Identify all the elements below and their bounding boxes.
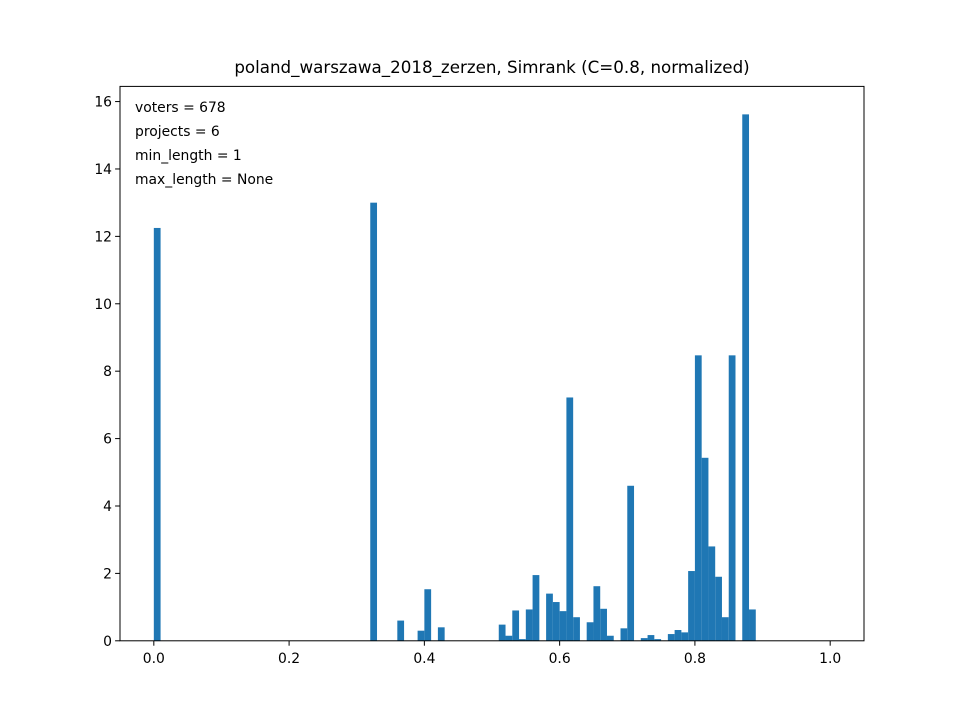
- histogram-bar: [519, 639, 526, 641]
- histogram-bar: [600, 608, 607, 641]
- histogram-bar: [370, 202, 378, 641]
- plot-frame: [119, 85, 865, 642]
- histogram-bar: [498, 624, 506, 641]
- stats-annotation-line: voters = 678: [135, 100, 226, 116]
- histogram-bar: [694, 355, 702, 641]
- histogram-bar: [573, 617, 580, 641]
- histogram-bar: [721, 617, 729, 641]
- histogram-bar: [153, 227, 161, 641]
- y-tick-label: 10: [94, 297, 112, 313]
- x-tick-label: 0.0: [143, 651, 165, 667]
- bars-group: [153, 114, 756, 641]
- histogram-bar: [627, 485, 635, 641]
- y-tick-label: 16: [94, 95, 112, 111]
- histogram-bar: [546, 593, 553, 641]
- y-tick-label: 0: [103, 634, 112, 650]
- histogram-bar: [525, 609, 533, 641]
- histogram-bar: [640, 638, 648, 641]
- histogram-bar: [437, 627, 445, 641]
- histogram-bar: [424, 589, 432, 641]
- histogram-bar: [397, 620, 405, 641]
- x-tick-label: 0.6: [549, 651, 571, 667]
- y-tick-label: 6: [103, 432, 112, 448]
- histogram-bar: [749, 609, 756, 641]
- histogram-bar: [417, 630, 425, 641]
- x-axis-ticks: 0.0 0.2 0.4 0.6 0.8 1.0: [143, 640, 841, 667]
- histogram-bar: [606, 635, 614, 641]
- histogram-bar: [742, 114, 750, 641]
- histogram-bar: [505, 635, 513, 641]
- chart-title: poland_warszawa_2018_zerzen, Simrank (C=…: [234, 57, 749, 78]
- stats-annotation-line: min_length = 1: [135, 148, 242, 164]
- histogram-bar: [647, 635, 655, 641]
- stats-annotation: voters = 678 projects = 6 min_length = 1 ma…: [135, 100, 273, 188]
- x-tick-label: 0.8: [684, 651, 706, 667]
- x-tick-label: 0.2: [278, 651, 300, 667]
- histogram-bar: [728, 355, 736, 641]
- histogram-bar: [654, 639, 662, 641]
- y-tick-label: 12: [94, 229, 112, 245]
- stats-annotation-line: max_length = None: [135, 172, 273, 188]
- histogram-bar: [559, 611, 567, 641]
- histogram-bar: [620, 628, 628, 641]
- y-tick-label: 8: [103, 364, 112, 380]
- histogram-bar: [586, 622, 594, 641]
- histogram-bar: [715, 576, 722, 641]
- histogram-bar: [566, 397, 574, 641]
- y-tick-label: 14: [94, 162, 112, 178]
- x-tick-label: 1.0: [819, 651, 841, 667]
- y-axis-ticks: 0 2 4 6 8 10 12 14 16: [94, 95, 120, 650]
- y-tick-label: 2: [103, 566, 112, 582]
- histogram-bar: [593, 586, 601, 641]
- histogram-bar: [532, 575, 540, 641]
- x-tick-label: 0.4: [413, 651, 435, 667]
- y-tick-label: 4: [103, 499, 112, 515]
- histogram-bar: [701, 457, 709, 641]
- stats-annotation-line: projects = 6: [135, 124, 220, 140]
- histogram-bar: [681, 632, 689, 641]
- histogram-bar: [688, 571, 695, 641]
- histogram-bar: [708, 546, 716, 641]
- histogram-bar: [674, 630, 682, 641]
- histogram-bar: [667, 634, 675, 641]
- histogram-bar: [552, 602, 560, 641]
- histogram-bar: [512, 610, 520, 641]
